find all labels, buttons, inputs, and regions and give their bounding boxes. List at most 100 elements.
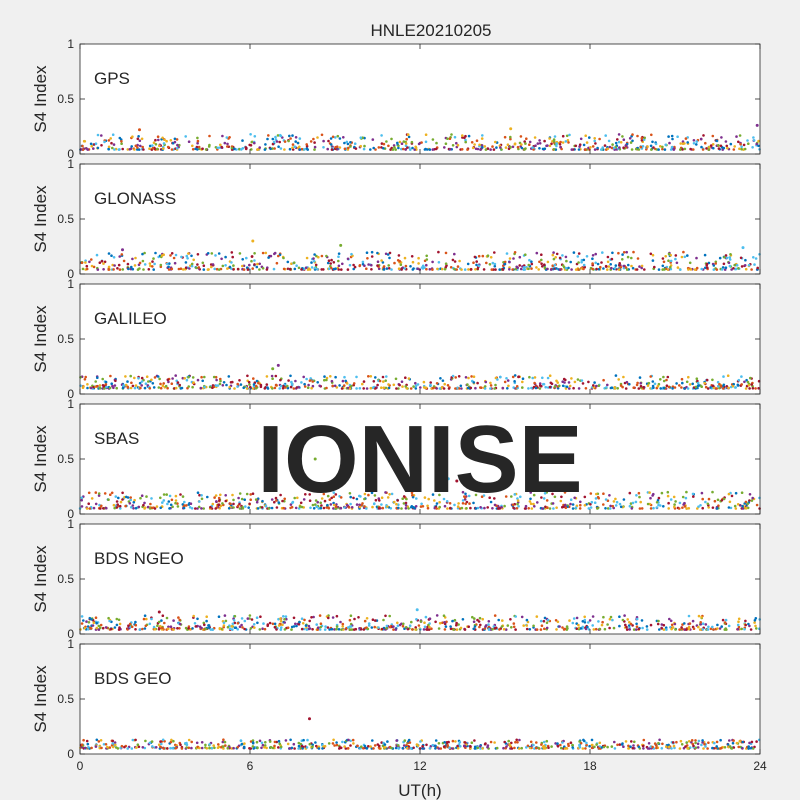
data-point — [525, 746, 528, 749]
data-point — [685, 628, 688, 631]
data-point — [397, 747, 401, 750]
data-point — [429, 383, 432, 387]
data-point — [542, 747, 546, 750]
data-point — [470, 375, 473, 378]
data-point — [445, 620, 448, 624]
data-point — [252, 383, 256, 386]
data-point — [451, 747, 455, 750]
data-point — [250, 148, 253, 151]
data-point — [376, 383, 379, 387]
data-point — [591, 262, 594, 265]
data-point — [200, 494, 203, 497]
data-point — [137, 505, 141, 509]
data-point — [130, 506, 133, 509]
data-point — [606, 268, 609, 271]
data-point — [194, 147, 197, 151]
data-point — [649, 252, 653, 256]
data-point — [407, 377, 411, 380]
data-point — [672, 495, 676, 499]
data-point — [711, 134, 715, 138]
data-point — [649, 623, 653, 627]
data-point — [90, 497, 94, 500]
data-point — [660, 627, 664, 630]
data-point — [81, 267, 85, 271]
data-point — [688, 622, 692, 625]
data-point — [371, 505, 374, 509]
data-point — [479, 623, 482, 627]
data-point — [79, 376, 82, 379]
data-point — [584, 627, 588, 631]
data-point — [532, 743, 535, 747]
data-point — [660, 623, 664, 626]
data-point — [97, 494, 101, 497]
data-point — [319, 506, 323, 510]
data-point — [332, 501, 335, 505]
data-point — [140, 380, 144, 383]
data-point — [404, 504, 408, 507]
data-point — [548, 385, 552, 389]
data-point — [92, 265, 96, 269]
data-point — [704, 500, 707, 504]
data-point — [660, 491, 664, 495]
data-point — [711, 746, 714, 750]
data-point — [281, 386, 285, 390]
data-point — [275, 628, 278, 631]
data-point — [330, 496, 334, 500]
data-point — [601, 251, 604, 254]
data-point — [100, 144, 103, 147]
data-point — [476, 746, 479, 750]
data-point — [138, 628, 142, 631]
data-point — [339, 496, 343, 499]
data-point — [240, 742, 244, 746]
data-point — [534, 144, 537, 147]
data-point — [298, 145, 301, 149]
axes-background — [80, 164, 760, 274]
data-point — [653, 382, 657, 386]
data-point — [474, 507, 478, 510]
data-point — [640, 139, 644, 142]
data-point — [559, 743, 562, 747]
data-point — [137, 263, 141, 267]
data-point — [414, 146, 418, 149]
data-point — [460, 506, 464, 510]
data-point — [167, 627, 170, 631]
data-point — [607, 265, 611, 268]
data-point — [273, 744, 276, 748]
data-point — [719, 738, 722, 742]
data-point — [295, 386, 299, 389]
y-tick-label: 0 — [67, 147, 74, 161]
data-point — [556, 620, 560, 624]
data-point — [335, 503, 338, 506]
data-point — [729, 142, 733, 146]
data-point — [748, 493, 752, 496]
data-point — [617, 378, 620, 381]
data-point — [754, 387, 757, 390]
data-point — [569, 741, 573, 744]
data-point — [574, 506, 578, 510]
data-point — [573, 380, 577, 384]
data-point — [374, 498, 378, 502]
data-point — [115, 623, 119, 627]
data-point — [232, 746, 235, 750]
data-point — [437, 742, 441, 745]
data-point — [744, 623, 747, 627]
data-point — [315, 623, 319, 626]
data-point — [148, 622, 152, 626]
data-point — [97, 628, 101, 631]
data-point — [604, 264, 608, 268]
data-point — [526, 744, 530, 748]
data-point — [306, 738, 309, 742]
data-point — [609, 386, 613, 390]
data-point — [745, 507, 748, 510]
data-point — [552, 148, 556, 151]
data-point — [249, 385, 252, 389]
data-point — [91, 624, 95, 627]
data-point — [338, 137, 342, 140]
data-point — [670, 145, 674, 149]
data-point — [407, 507, 410, 510]
data-point — [728, 739, 731, 742]
data-point — [313, 148, 316, 151]
data-point — [495, 746, 499, 750]
data-point — [352, 382, 356, 385]
data-point — [663, 148, 667, 151]
